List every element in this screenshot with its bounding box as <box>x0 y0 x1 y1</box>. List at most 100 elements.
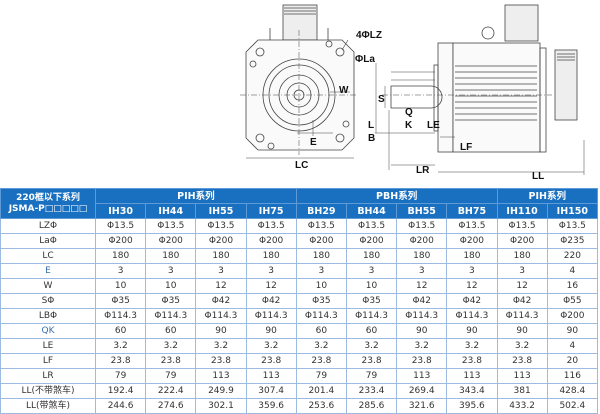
table-cell: 253.6 <box>295 398 347 414</box>
table-cell: 3.2 <box>145 338 197 354</box>
label-w: W <box>339 85 349 96</box>
table-cell: Φ42 <box>496 293 548 309</box>
series-group-header: PBH系列 <box>295 188 498 204</box>
label-lr: LR <box>416 165 430 176</box>
table-cell: 3.2 <box>345 338 398 354</box>
table-cell: 3.2 <box>446 338 498 354</box>
table-cell: Φ114.3 <box>446 308 498 324</box>
table-cell: 60 <box>345 323 398 339</box>
table-cell: 3 <box>446 263 498 279</box>
table-cell: 4 <box>546 338 599 354</box>
table-cell: 113 <box>245 368 297 384</box>
table-cell: 12 <box>446 278 498 294</box>
table-cell: Φ13.5 <box>546 218 599 234</box>
label-s: S <box>378 94 385 105</box>
table-cell: Φ42 <box>245 293 297 309</box>
side-view <box>375 4 585 175</box>
table-cell: 12 <box>195 278 247 294</box>
table-cell: 428.4 <box>546 383 599 399</box>
corner-header-line: 220框以下系列 <box>16 192 80 203</box>
table-cell: Φ13.5 <box>94 218 147 234</box>
label-lf: LF <box>460 142 473 153</box>
table-row: LE 3.2 3.2 3.2 3.2 3.2 3.2 3.2 3.2 3.2 4 <box>0 338 599 354</box>
table-row: SΦ Φ35 Φ35 Φ42 Φ42 Φ35 Φ35 Φ42 Φ42 Φ42 Φ55 <box>0 293 599 309</box>
label-lc: LC <box>295 160 309 171</box>
table-cell: 60 <box>94 323 147 339</box>
table-cell: 113 <box>496 368 548 384</box>
table-cell: Φ200 <box>496 233 548 249</box>
table-header: 220框以下系列 JSMA-P□□□□□ PIH系列 PBH系列 PIH系列 IH30 IH… <box>0 188 599 219</box>
row-label: LBΦ <box>0 308 96 324</box>
table-cell: Φ114.3 <box>195 308 247 324</box>
label-q: Q <box>405 107 413 118</box>
table-cell: Φ13.5 <box>245 218 297 234</box>
table-cell: 274.6 <box>145 398 197 414</box>
table-cell: 3.2 <box>245 338 297 354</box>
motor-outline-drawing <box>240 4 585 175</box>
table-cell: 10 <box>295 278 347 294</box>
table-cell: 3.2 <box>195 338 247 354</box>
table-cell: Φ13.5 <box>195 218 247 234</box>
row-label: LR <box>0 368 96 384</box>
table-cell: 113 <box>396 368 448 384</box>
table-cell: 3 <box>145 263 197 279</box>
model-header: IH30 <box>94 203 147 219</box>
table-cell: Φ200 <box>446 233 498 249</box>
table-cell: 285.6 <box>345 398 398 414</box>
corner-header: 220框以下系列 JSMA-P□□□□□ <box>0 188 96 219</box>
table-cell: Φ114.3 <box>245 308 297 324</box>
model-header: IH44 <box>145 203 197 219</box>
table-cell: 10 <box>145 278 197 294</box>
corner-header-line: JSMA-P□□□□□ <box>8 203 88 214</box>
table-cell: 180 <box>496 248 548 264</box>
table-cell: Φ114.3 <box>496 308 548 324</box>
table-cell: 180 <box>446 248 498 264</box>
table-cell: Φ114.3 <box>295 308 347 324</box>
label-ll: LL <box>532 171 545 182</box>
table-cell: Φ200 <box>195 233 247 249</box>
label-k: K <box>405 120 413 131</box>
table-cell: 502.4 <box>546 398 599 414</box>
model-header: IH75 <box>245 203 297 219</box>
table-cell: Φ13.5 <box>295 218 347 234</box>
table-cell: 23.8 <box>195 353 247 369</box>
table-cell: 3.2 <box>94 338 147 354</box>
table-cell: 23.8 <box>145 353 197 369</box>
table-cell: 180 <box>295 248 347 264</box>
table-cell: Φ114.3 <box>145 308 197 324</box>
row-label: LZΦ <box>0 218 96 234</box>
table-cell: 180 <box>94 248 147 264</box>
table-cell: 307.4 <box>245 383 297 399</box>
table-cell: 79 <box>295 368 347 384</box>
table-cell: 192.4 <box>94 383 147 399</box>
series-group-header: PIH系列 <box>496 188 598 204</box>
table-cell: 180 <box>145 248 197 264</box>
label-le: LE <box>427 120 440 131</box>
table-cell: Φ55 <box>546 293 599 309</box>
label-e: E <box>310 137 317 148</box>
row-label: LF <box>0 353 96 369</box>
table-cell: 3 <box>295 263 347 279</box>
table-cell: 12 <box>245 278 297 294</box>
table-cell: Φ235 <box>546 233 599 249</box>
row-label: LaΦ <box>0 233 96 249</box>
table-cell: Φ200 <box>295 233 347 249</box>
table-cell: Φ35 <box>345 293 398 309</box>
row-label: W <box>0 278 96 294</box>
table-cell: 4 <box>546 263 599 279</box>
table-row: LL(不带煞车) 192.4 222.4 249.9 307.4 201.4 233.4 26… <box>0 383 599 399</box>
dimension-table: 220框以下系列 JSMA-P□□□□□ PIH系列 PBH系列 PIH系列 IH30 IH… <box>0 188 599 414</box>
table-cell: Φ200 <box>345 233 398 249</box>
table-cell: Φ35 <box>145 293 197 309</box>
series-group-header: PIH系列 <box>95 188 297 204</box>
table-cell: Φ200 <box>546 308 599 324</box>
table-cell: 3.2 <box>396 338 448 354</box>
table-cell: 12 <box>496 278 548 294</box>
table-cell: 3.2 <box>295 338 347 354</box>
table-cell: 395.6 <box>446 398 498 414</box>
table-cell: 222.4 <box>145 383 197 399</box>
table-cell: Φ114.3 <box>396 308 448 324</box>
table-cell: Φ13.5 <box>345 218 398 234</box>
table-cell: 23.8 <box>94 353 147 369</box>
table-cell: 90 <box>396 323 448 339</box>
